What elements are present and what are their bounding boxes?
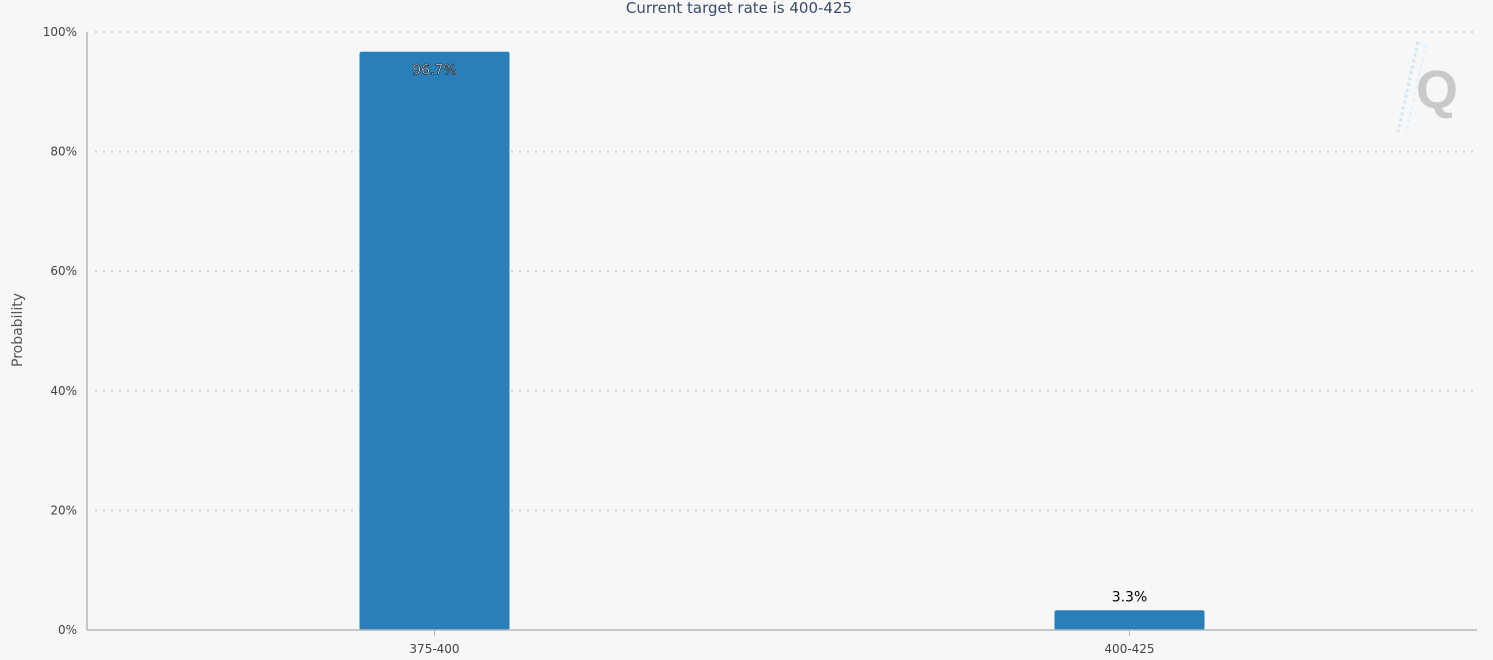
x-tick-label: 375-400: [409, 642, 459, 656]
x-tick-label: 400-425: [1104, 642, 1154, 656]
y-tick-label: 80%: [50, 145, 77, 159]
bar-value-label: 3.3%: [1112, 589, 1148, 605]
y-axis-label: Probability: [10, 293, 26, 367]
chart-title: Current target rate is 400-425: [626, 0, 852, 17]
x-axis-ticks: 375-400 400-425: [409, 630, 1155, 656]
q-logo-icon: Q: [1396, 41, 1458, 135]
bar[interactable]: [359, 51, 510, 630]
bar[interactable]: [1054, 610, 1205, 630]
watermark-letter: Q: [1416, 60, 1458, 120]
y-axis-ticks: 0% 20% 40% 60% 80% 100%: [43, 25, 77, 637]
y-tick-label: 100%: [43, 25, 77, 39]
y-tick-label: 60%: [50, 264, 77, 278]
bar-value-label: 96.7%: [412, 63, 456, 79]
gridlines: [95, 31, 1477, 512]
y-tick-label: 0%: [58, 623, 77, 637]
bars: 96.7% 3.3%: [359, 51, 1205, 630]
y-tick-label: 40%: [50, 384, 77, 398]
y-tick-label: 20%: [50, 503, 77, 517]
